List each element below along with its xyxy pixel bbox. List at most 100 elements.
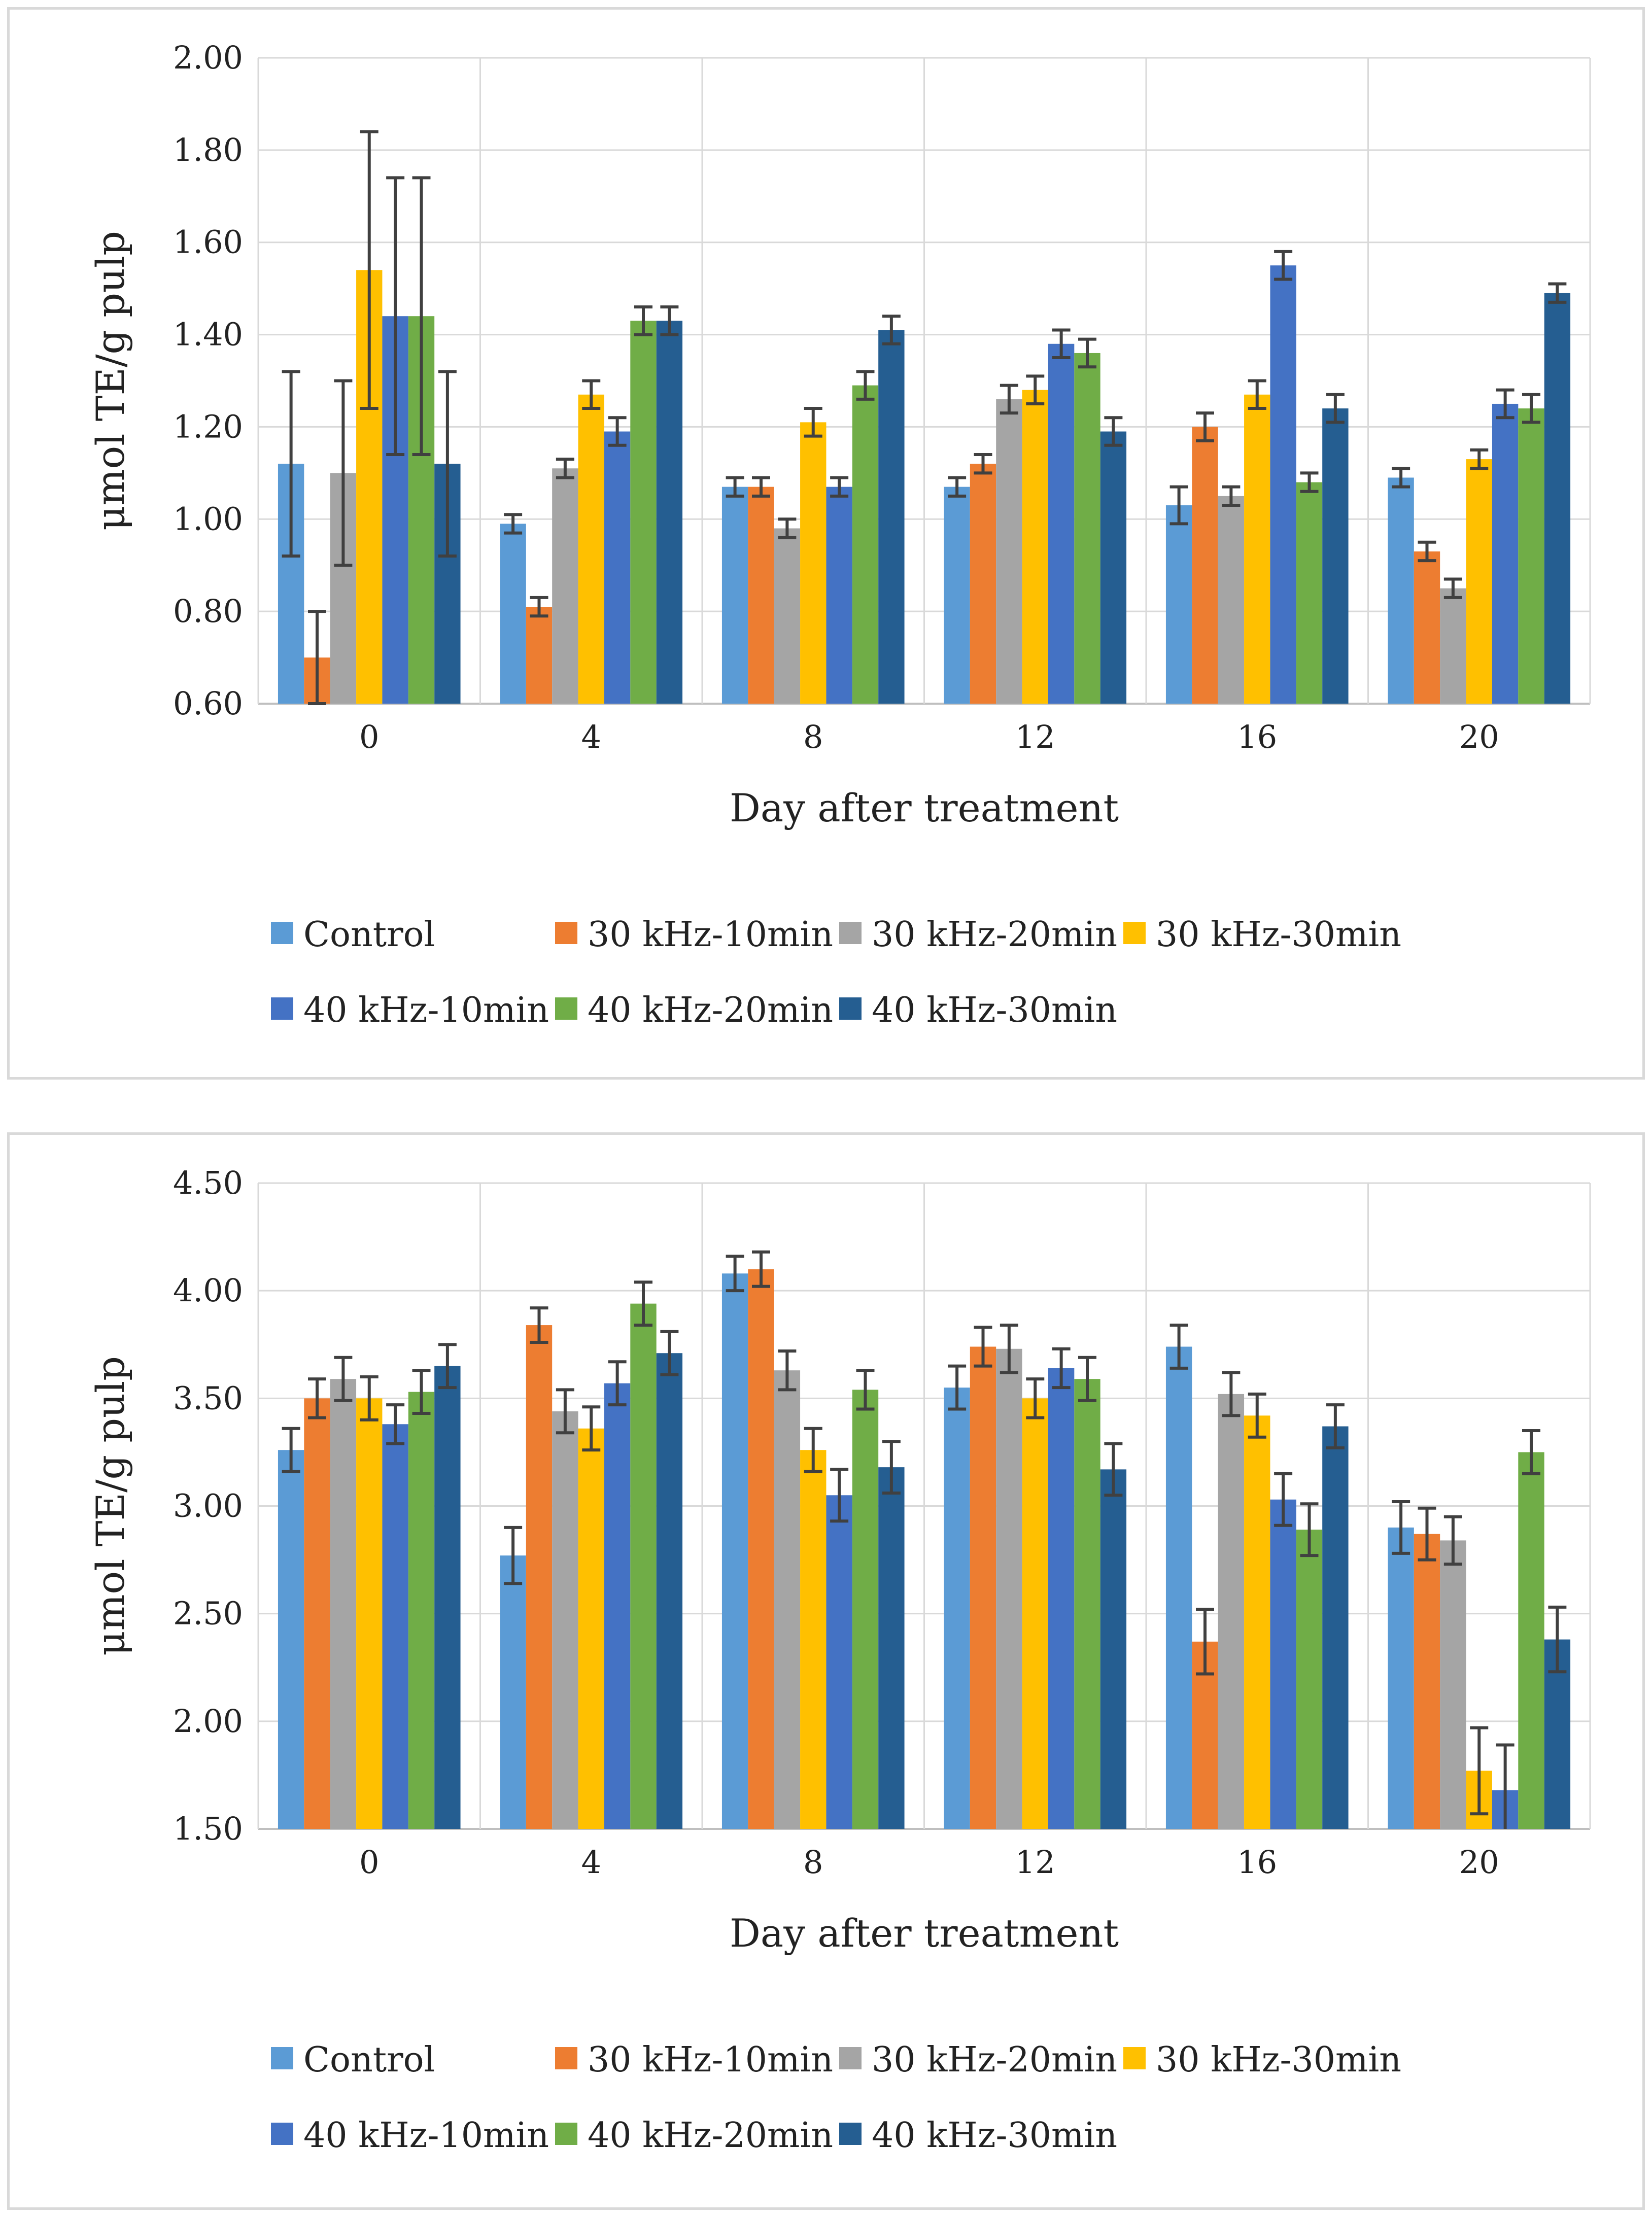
- bar: [304, 1398, 330, 1829]
- bar: [721, 487, 748, 704]
- bar: [1322, 408, 1349, 704]
- x-tick-label: 4: [581, 718, 601, 755]
- y-tick-label: 4.50: [173, 1164, 243, 1201]
- bar: [500, 1555, 526, 1829]
- bar: [1244, 1415, 1270, 1829]
- bar: [552, 468, 578, 704]
- bar: [944, 487, 970, 704]
- y-tick-label: 2.00: [173, 1703, 243, 1740]
- bar: [1218, 496, 1245, 704]
- y-tick-label: 0.80: [173, 593, 243, 630]
- x-tick-label: 12: [1015, 718, 1055, 755]
- legend-label: 40 kHz-30min: [872, 990, 1117, 1030]
- bar: [1218, 1394, 1245, 1829]
- legend-swatch: [839, 922, 862, 944]
- x-tick-label: 8: [803, 1844, 823, 1881]
- bar: [1388, 477, 1414, 704]
- bar: [1388, 1527, 1414, 1829]
- x-tick-label: 12: [1015, 1844, 1055, 1881]
- legend-label: Control: [303, 915, 435, 955]
- bar: [1074, 353, 1100, 704]
- legend-swatch: [839, 2123, 862, 2145]
- bar: [1518, 408, 1544, 704]
- y-tick-label: 2.00: [173, 39, 243, 76]
- legend-swatch: [1123, 922, 1146, 944]
- bar: [721, 1273, 748, 1829]
- bar: [1165, 505, 1192, 704]
- legend-label: 30 kHz-10min: [588, 915, 833, 955]
- chart-top: 0.60 0.80 1.00 1.20 1.40 1.60 1.80 2.00 0 4 8 12 16 2…: [88, 39, 1591, 1030]
- legend-label: 40 kHz-20min: [588, 990, 833, 1030]
- y-tick-label: 1.20: [173, 408, 243, 445]
- legend-swatch: [555, 2123, 577, 2145]
- bar: [656, 1353, 683, 1829]
- legend-swatch: [555, 2047, 577, 2069]
- bar: [774, 1370, 801, 1829]
- bar: [996, 399, 1022, 704]
- legend-label: 30 kHz-20min: [872, 2040, 1117, 2080]
- bar: [330, 1379, 357, 1829]
- legend-swatch: [555, 997, 577, 1020]
- bar: [1048, 1368, 1075, 1829]
- bar: [408, 1392, 435, 1829]
- bar: [1414, 1534, 1440, 1829]
- x-tick-label: 16: [1237, 718, 1277, 755]
- legend-label: 40 kHz-10min: [303, 2116, 549, 2156]
- bar: [356, 1398, 383, 1829]
- bar: [1244, 394, 1270, 704]
- bar: [526, 607, 553, 704]
- legend-swatch: [271, 922, 293, 944]
- bar: [1022, 1398, 1048, 1829]
- bar: [604, 431, 631, 704]
- bar: [552, 1411, 578, 1829]
- y-tick-label: 4.00: [173, 1272, 243, 1309]
- bar: [826, 487, 852, 704]
- bar: [970, 1346, 996, 1829]
- legend-swatch: [839, 2047, 862, 2069]
- bar: [630, 1303, 657, 1829]
- legend-swatch: [271, 997, 293, 1020]
- bar: [1022, 390, 1048, 704]
- y-tick-label: 2.50: [173, 1595, 243, 1632]
- legend-label: 30 kHz-10min: [588, 2040, 833, 2080]
- bar: [604, 1383, 631, 1829]
- bar: [578, 1428, 604, 1829]
- bar: [1165, 1346, 1192, 1829]
- y-tick-label: 3.50: [173, 1379, 243, 1416]
- bar: [1544, 293, 1571, 704]
- bar: [748, 487, 774, 704]
- y-tick-label: 1.60: [173, 224, 243, 261]
- legend-swatch: [555, 922, 577, 944]
- bar: [1440, 588, 1466, 704]
- legend-label: 40 kHz-10min: [303, 990, 549, 1030]
- y-tick-label: 1.50: [173, 1810, 243, 1847]
- legend-swatch: [271, 2047, 293, 2069]
- bar: [826, 1495, 852, 1829]
- bar: [500, 524, 526, 704]
- bar: [1270, 1499, 1296, 1829]
- chart-bottom: 1.50 2.00 2.50 3.00 3.50 4.00 4.50 0 4 8 12 16 20 Day…: [88, 1164, 1591, 2156]
- bar: [878, 330, 905, 704]
- chart-panel-bottom: 1.50 2.00 2.50 3.00 3.50 4.00 4.50 0 4 8 12 16 20 Day…: [7, 1132, 1645, 2210]
- bar: [944, 1388, 970, 1829]
- bar: [1074, 1379, 1100, 1829]
- bar: [1296, 482, 1323, 704]
- x-tick-label: 16: [1237, 1844, 1277, 1881]
- bar: [1270, 265, 1296, 704]
- legend-label: 40 kHz-30min: [872, 2116, 1117, 2156]
- y-axis-title: μmol TE/g pulp: [88, 231, 133, 531]
- bar: [1414, 551, 1440, 704]
- legend-swatch: [1123, 2047, 1146, 2069]
- bar: [1296, 1530, 1323, 1829]
- bar: [878, 1467, 905, 1829]
- x-tick-label: 0: [359, 1844, 379, 1881]
- y-axis-title: μmol TE/g pulp: [88, 1356, 133, 1656]
- bar: [382, 1424, 408, 1829]
- legend-swatch: [839, 997, 862, 1020]
- x-tick-label: 20: [1459, 718, 1499, 755]
- bar: [748, 1269, 774, 1829]
- legend-swatch: [271, 2123, 293, 2145]
- bar: [434, 1366, 461, 1829]
- y-tick-label: 1.00: [173, 500, 243, 537]
- bar: [526, 1325, 553, 1829]
